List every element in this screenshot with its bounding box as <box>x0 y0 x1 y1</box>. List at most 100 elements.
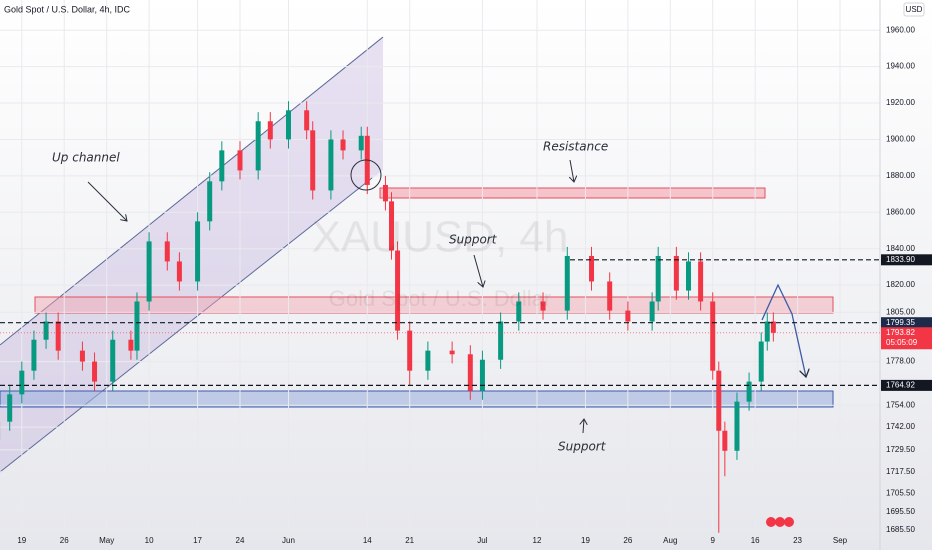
x-tick-label: 9 <box>711 536 716 545</box>
level-label: 1793.82 <box>886 328 915 337</box>
arrow <box>570 159 574 182</box>
level-label: 1833.90 <box>886 255 915 264</box>
candle-body <box>607 281 613 311</box>
y-tick-label: 1960.00 <box>886 25 915 34</box>
y-tick-label: 1820.00 <box>886 280 915 289</box>
candle-body <box>134 301 140 351</box>
x-tick-label: 21 <box>405 536 414 545</box>
candle-body <box>746 381 752 402</box>
candle-body <box>649 301 655 322</box>
x-tick-label: 23 <box>793 536 802 545</box>
level-label: 1799.35 <box>886 318 915 327</box>
x-tick-label: 14 <box>363 536 372 545</box>
candle-body <box>710 301 716 371</box>
candle-body <box>255 121 261 171</box>
x-tick-label: 24 <box>236 536 245 545</box>
candle-body <box>722 430 728 451</box>
y-tick-label: 1695.50 <box>886 507 915 516</box>
candle-body <box>43 321 49 340</box>
candle-body <box>304 110 310 131</box>
countdown: 05:05:09 <box>886 338 918 347</box>
candle-body <box>382 184 388 202</box>
y-tick-label: 1900.00 <box>886 135 915 144</box>
level-badge <box>881 317 932 329</box>
chart-title: Gold Spot / U.S. Dollar, 4h, IDC <box>4 4 131 14</box>
candle-body <box>358 135 364 151</box>
candle-body <box>716 370 722 431</box>
candle-body <box>19 370 25 395</box>
candle-body <box>685 261 691 291</box>
watermark: XAUUSD, 4h <box>312 213 569 262</box>
candle-body <box>655 255 661 302</box>
y-tick-label: 1729.50 <box>886 445 915 454</box>
candle-body <box>55 321 61 351</box>
candle-body <box>449 350 455 355</box>
level-badge <box>881 379 932 391</box>
arrow <box>87 181 127 221</box>
candle-body <box>207 181 213 222</box>
y-tick-label: 1754.00 <box>886 400 915 409</box>
candle-body <box>128 339 134 351</box>
candle-body <box>237 150 243 171</box>
y-tick-label: 1705.50 <box>886 489 915 498</box>
candle-body <box>164 241 170 262</box>
candle-body <box>219 150 225 182</box>
candle-body <box>389 201 395 251</box>
candle-body <box>328 139 334 191</box>
y-tick-label: 1840.00 <box>886 244 915 253</box>
candle-body <box>758 341 764 382</box>
support-zone <box>34 296 834 314</box>
candle-body <box>146 241 152 302</box>
y-tick-label: 1860.00 <box>886 207 915 216</box>
annotation: Up channel <box>52 151 120 165</box>
y-tick-label: 1880.00 <box>886 171 915 180</box>
level-badge <box>881 254 932 266</box>
x-tick-label: Jun <box>282 536 295 545</box>
candle-body <box>176 261 182 282</box>
candle-body <box>310 130 316 191</box>
x-tick-label: 17 <box>193 536 202 545</box>
x-tick-label: Aug <box>663 536 677 545</box>
candle-body <box>479 359 485 391</box>
candle-body <box>195 221 201 282</box>
candle-body <box>564 255 570 311</box>
unit-badge[interactable] <box>903 2 925 17</box>
candle-body <box>516 301 522 322</box>
level-badge <box>881 327 932 350</box>
candle-body <box>734 401 740 451</box>
resistance-zone <box>379 187 766 199</box>
candle-body <box>7 394 13 422</box>
candle-body <box>764 321 770 342</box>
x-tick-label: Jul <box>477 536 487 545</box>
candle-body <box>340 139 346 151</box>
channel-lower <box>0 177 373 473</box>
x-tick-label: 12 <box>533 536 542 545</box>
candle-body <box>110 339 116 382</box>
candle-body <box>625 310 631 322</box>
candle-body <box>770 321 776 333</box>
candle-body <box>285 110 291 140</box>
y-tick-label: 1940.00 <box>886 62 915 71</box>
candle-body <box>698 261 704 302</box>
candle-body <box>498 321 504 360</box>
breakout-circle <box>350 159 382 191</box>
candle-body <box>267 121 273 140</box>
candle-body <box>589 255 595 282</box>
event-icon[interactable] <box>784 517 794 527</box>
y-tick-label: 1805.00 <box>886 308 915 317</box>
event-icon[interactable] <box>775 517 785 527</box>
x-tick-label: 16 <box>751 536 760 545</box>
candle-body <box>92 361 98 382</box>
event-icon[interactable] <box>766 517 776 527</box>
forecast-path <box>761 283 806 377</box>
y-tick-label: 1742.00 <box>886 422 915 431</box>
candle-body <box>407 330 413 371</box>
annotation: Resistance <box>543 140 608 154</box>
support-zone-lower <box>0 390 834 408</box>
annotation: Support <box>558 440 607 454</box>
x-tick-label: 19 <box>581 536 590 545</box>
candle-body <box>395 250 401 331</box>
annotation: Support <box>449 233 498 247</box>
